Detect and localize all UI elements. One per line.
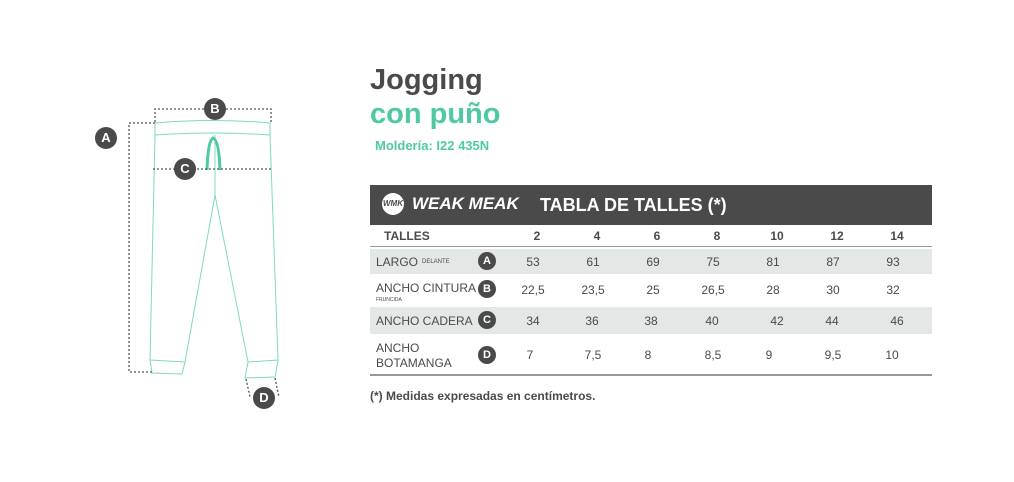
value: 22,5 — [521, 283, 545, 297]
cuffs — [149, 359, 279, 379]
table-row-largo: LARGO DELANTE A 53 61 69 75 81 87 93 — [370, 249, 932, 274]
value: 30 — [826, 283, 840, 297]
marker-c: C — [174, 158, 196, 180]
size: 4 — [593, 229, 601, 243]
value: 10 — [885, 348, 899, 362]
product-subtitle: con puño — [370, 98, 501, 130]
row-label: ANCHO — [376, 341, 420, 355]
value: 44 — [825, 314, 839, 328]
value: 38 — [644, 314, 658, 328]
size: 6 — [653, 229, 661, 243]
size: 10 — [770, 229, 784, 243]
row-label: ANCHO CADERA — [376, 314, 473, 328]
value: 8,5 — [704, 348, 722, 362]
value: 61 — [586, 255, 600, 269]
badge-c: C — [478, 311, 496, 329]
size: 12 — [830, 229, 844, 243]
value: 36 — [585, 314, 599, 328]
table-row-cintura: ANCHO CINTURA FRUNCIDA B 22,5 23,5 25 26… — [370, 276, 932, 305]
value: 69 — [646, 255, 660, 269]
size: 14 — [890, 229, 904, 243]
value: 32 — [886, 283, 900, 297]
badge-d: D — [478, 346, 496, 364]
value: 40 — [705, 314, 719, 328]
molderia-code: Moldería: I22 435N — [375, 138, 490, 153]
size: 2 — [533, 229, 541, 243]
value: 28 — [766, 283, 780, 297]
badge-b: B — [478, 280, 496, 298]
value: 8 — [644, 348, 652, 362]
table-title: TABLA DE TALLES (*) — [540, 195, 727, 215]
size-header-row: TALLES 2 4 6 8 10 12 14 — [370, 226, 932, 247]
badge-a: A — [478, 252, 496, 270]
waistband — [154, 120, 271, 136]
row-sublabel: FRUNCIDA — [376, 297, 402, 303]
value: 93 — [886, 255, 900, 269]
marker-a: A — [95, 127, 117, 149]
value: 26,5 — [701, 283, 725, 297]
value: 9 — [765, 348, 773, 362]
marker-d: D — [253, 387, 275, 409]
table-header-bar: WMK WEAK MEAK TABLA DE TALLES (*) — [370, 185, 932, 225]
pants-diagram — [128, 108, 280, 398]
value: 46 — [890, 314, 904, 328]
brand-name: WEAK MEAK — [412, 194, 519, 213]
row-label-line2: BOTAMANGA — [376, 356, 452, 370]
size: 8 — [713, 229, 721, 243]
row-label: ANCHO CINTURA — [376, 281, 477, 295]
row-sublabel: DELANTE — [422, 259, 450, 265]
value: 23,5 — [581, 283, 605, 297]
table-row-botamanga: ANCHO BOTAMANGA D 7 7,5 8 8,5 9 9,5 10 — [370, 336, 932, 376]
value: 9,5 — [824, 348, 842, 362]
value: 25 — [646, 283, 660, 297]
value: 81 — [766, 255, 780, 269]
product-title: Jogging — [370, 64, 483, 96]
value: 34 — [526, 314, 540, 328]
value: 87 — [826, 255, 840, 269]
value: 42 — [770, 314, 784, 328]
value: 75 — [706, 255, 720, 269]
row-label: LARGO — [376, 255, 419, 269]
table-row-cadera: ANCHO CADERA C 34 36 38 40 42 44 46 — [370, 307, 932, 334]
drawstring — [205, 136, 222, 171]
value: 53 — [526, 255, 540, 269]
brand-logo-icon: WMK — [382, 193, 404, 215]
value: 7,5 — [584, 348, 602, 362]
marker-b: B — [204, 98, 226, 120]
measure-d-line — [245, 377, 280, 398]
value: 7 — [526, 348, 534, 362]
measure-a-line — [128, 122, 155, 373]
footnote: (*) Medidas expresadas en centímetros. — [370, 389, 596, 403]
sizes-label: TALLES — [384, 229, 430, 243]
